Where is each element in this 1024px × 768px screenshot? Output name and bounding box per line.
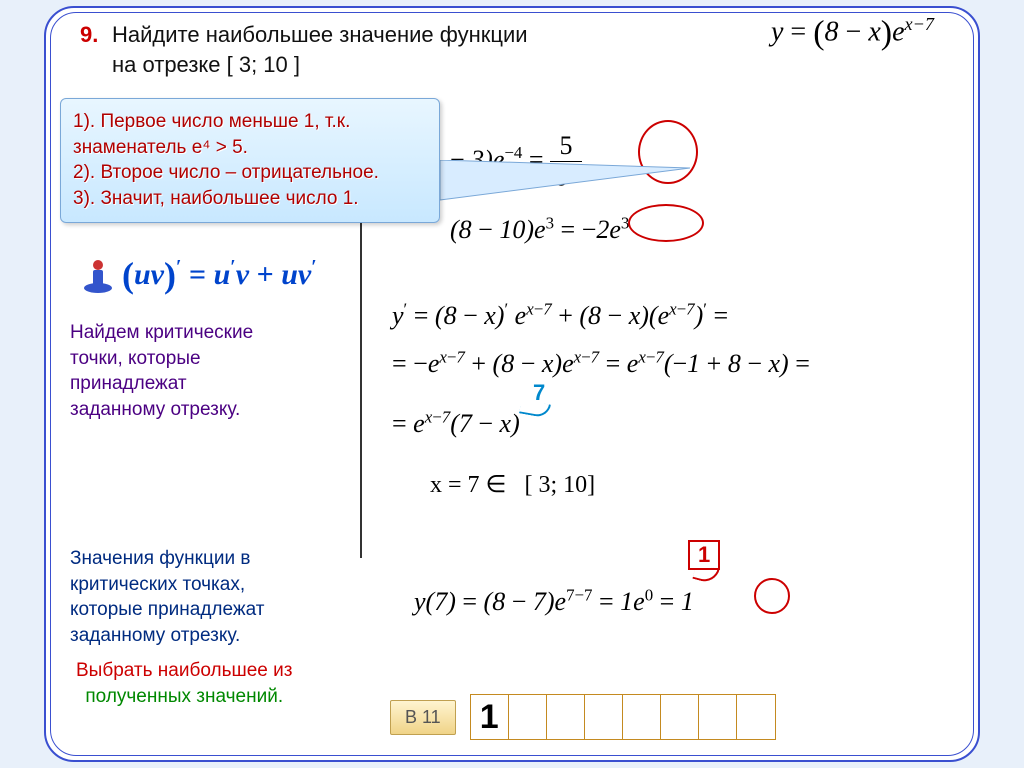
hint-pointer-icon bbox=[440, 160, 700, 210]
answer-cell-6 bbox=[661, 695, 699, 739]
info-icon bbox=[80, 258, 116, 294]
answer-cell-7 bbox=[699, 695, 737, 739]
side-text-choose: Выбрать наибольшее из полученных значени… bbox=[76, 658, 292, 709]
problem-text: Найдите наибольшее значение функции на о… bbox=[112, 20, 528, 79]
problem-formula: y = (8 − x)ex−7 bbox=[771, 14, 934, 52]
answer-row: В 11 1 bbox=[390, 694, 776, 740]
side-text-values: Значения функции в критических точках, к… bbox=[70, 546, 264, 649]
answer-cell-1: 1 bbox=[471, 695, 509, 739]
answer-label: В 11 bbox=[390, 700, 456, 735]
answer-cell-3 bbox=[547, 695, 585, 739]
answer-cell-2 bbox=[509, 695, 547, 739]
side1-l3: принадлежат bbox=[70, 371, 253, 397]
answer-cell-5 bbox=[623, 695, 661, 739]
hint-callout: 1). Первое число меньше 1, т.к. знаменат… bbox=[60, 98, 440, 223]
side-text-critical: Найдем критические точки, которые принад… bbox=[70, 320, 253, 423]
hint-line2: знаменатель e⁴ > 5. bbox=[73, 135, 427, 161]
side2-l2: критических точках, bbox=[70, 572, 264, 598]
problem-line2: на отрезке [ 3; 10 ] bbox=[112, 52, 300, 77]
side1-l4: заданному отрезку. bbox=[70, 397, 253, 423]
derivative-line2: = −ex−7 + (8 − x)ex−7 = ex−7(−1 + 8 − x)… bbox=[392, 344, 972, 384]
side1-l2: точки, которые bbox=[70, 346, 253, 372]
hint-line4: 3). Значит, наибольшее число 1. bbox=[73, 186, 427, 212]
hint-line3: 2). Второе число – отрицательное. bbox=[73, 160, 427, 186]
side3-l1: Выбрать наибольшее из bbox=[76, 658, 292, 684]
calc-y7: y(7) = (8 − 7)e7−7 = 1e0 = 1 bbox=[414, 582, 694, 622]
hint-line1: 1). Первое число меньше 1, т.к. bbox=[73, 109, 427, 135]
frac-num: 5 bbox=[550, 132, 582, 161]
answer-cells: 1 bbox=[470, 694, 776, 740]
calc-y10: (8 − 10)e3 = −2e3 bbox=[450, 210, 629, 250]
answer-cell-8 bbox=[737, 695, 775, 739]
problem-number: 9. bbox=[80, 22, 98, 48]
side2-l1: Значения функции в bbox=[70, 546, 264, 572]
problem-line1: Найдите наибольшее значение функции bbox=[112, 22, 528, 47]
side1-l1: Найдем критические bbox=[70, 320, 253, 346]
side3-l2: полученных значений. bbox=[76, 684, 292, 710]
x-equals-7: x = 7 ∈ [ 3; 10] bbox=[430, 470, 595, 499]
side2-l4: заданному отрезку. bbox=[70, 623, 264, 649]
side2-l3: которые принадлежат bbox=[70, 597, 264, 623]
answer-cell-4 bbox=[585, 695, 623, 739]
oval-highlight-3 bbox=[754, 578, 790, 614]
product-rule-formula: (uv)′ = u′v + uv′ bbox=[122, 254, 317, 296]
formula-exponent: x−7 bbox=[905, 14, 934, 34]
derivative-line3: = ex−7(7 − x) bbox=[392, 404, 520, 444]
derivative-line1: y′ = (8 − x)′ ex−7 + (8 − x)(ex−7)′ = bbox=[392, 296, 952, 336]
